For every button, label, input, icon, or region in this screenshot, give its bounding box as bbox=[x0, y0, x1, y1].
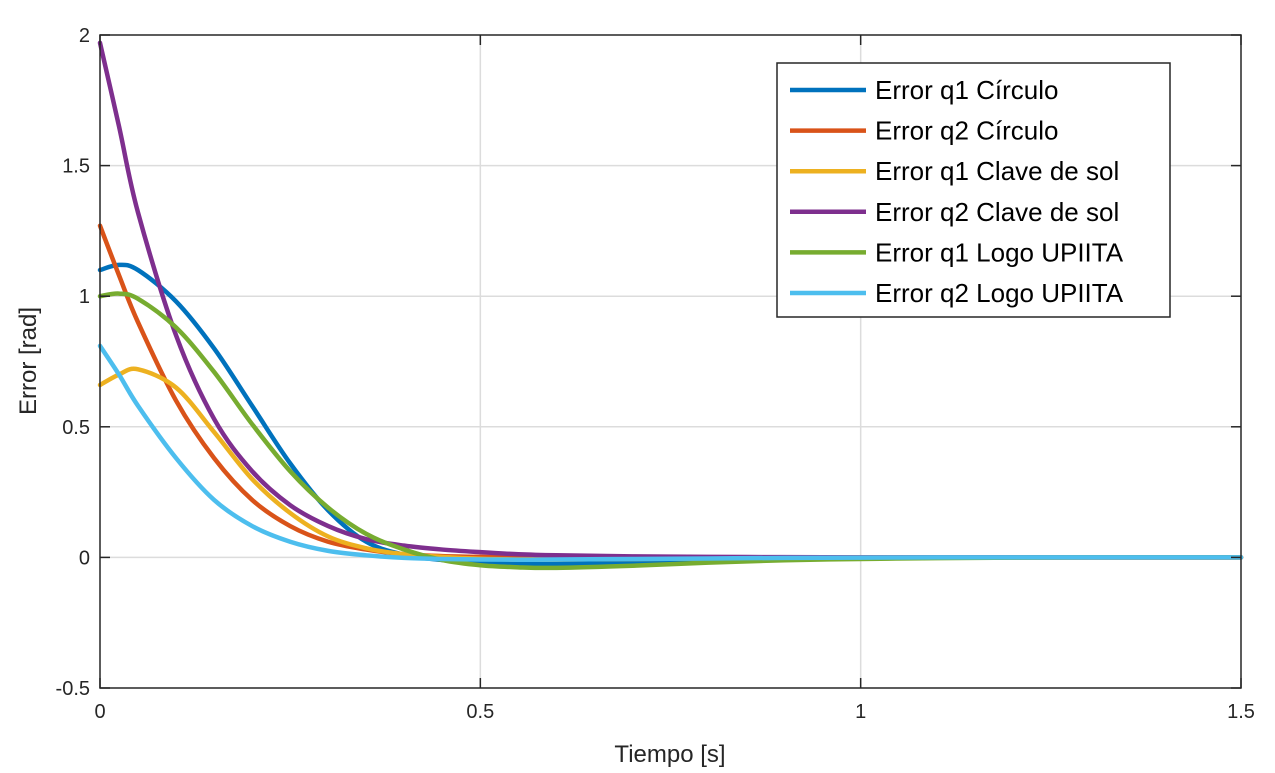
legend: Error q1 Círculo Error q2 Círculo Error q1… bbox=[776, 62, 1171, 318]
y-tick-label: 1.5 bbox=[62, 156, 90, 178]
y-tick-label: 1 bbox=[79, 286, 90, 308]
y-tick-label: 2 bbox=[79, 25, 90, 47]
series-layer bbox=[97, 40, 1244, 571]
y-tick-label: 0.5 bbox=[62, 417, 90, 439]
legend-entry-label: Error q1 Círculo bbox=[875, 75, 1059, 105]
legend-entry-label: Error q2 Clave de sol bbox=[875, 197, 1119, 227]
y-tick-label: -0.5 bbox=[56, 678, 90, 700]
y-tick-label: 0 bbox=[79, 547, 90, 569]
x-tick-label: 0 bbox=[94, 701, 105, 723]
plot-frame bbox=[99, 34, 1242, 689]
legend-box bbox=[776, 62, 1171, 318]
x-axis-label: Tiempo [s] bbox=[614, 741, 725, 768]
x-tick-label: 0.5 bbox=[466, 701, 494, 723]
ticks bbox=[99, 34, 1242, 689]
tick-labels: 0 0.5 1 1.5-0.500.511.52 bbox=[56, 25, 1255, 723]
x-tick-label: 1 bbox=[855, 701, 866, 723]
legend-entry-label: Error q2 Logo UPIITA bbox=[875, 278, 1124, 308]
legend-entry-label: Error q1 Clave de sol bbox=[875, 156, 1119, 186]
series-line-error-q2-logo-upiita bbox=[97, 343, 1244, 562]
x-tick-label: 1.5 bbox=[1227, 701, 1255, 723]
legend-entry-label: Error q1 Logo UPIITA bbox=[875, 237, 1124, 267]
y-axis-label: Error [rad] bbox=[15, 307, 42, 415]
legend-entry-label: Error q2 Círculo bbox=[875, 116, 1059, 146]
